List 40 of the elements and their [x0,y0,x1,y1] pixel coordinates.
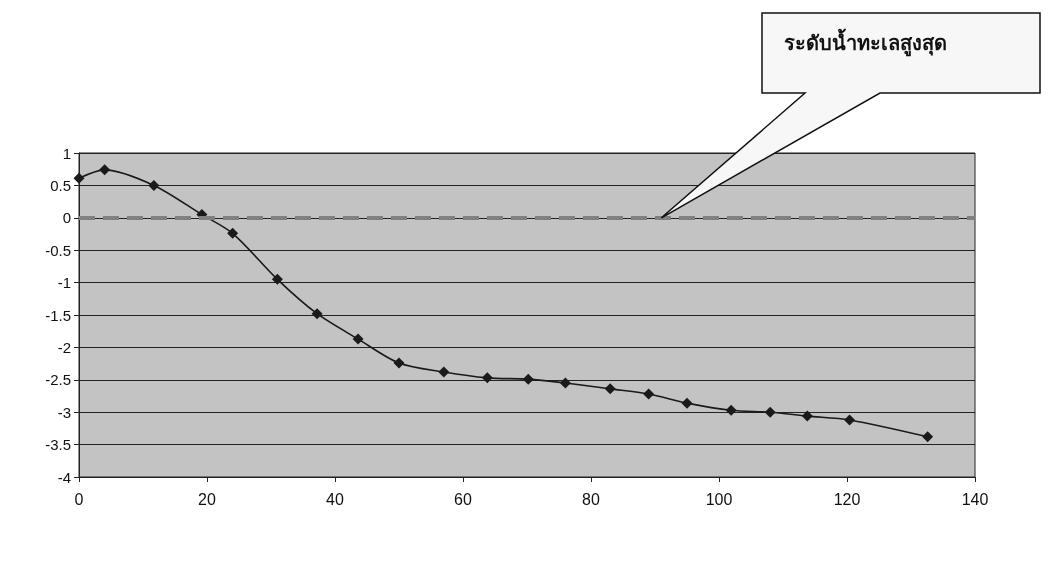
x-tick-label: 0 [74,490,84,508]
y-tick-label: -2.5 [45,371,71,389]
point [522,373,534,385]
x-tick-label: 40 [326,490,344,508]
x-tick-label: 120 [833,490,861,508]
y-tick-label: -1.5 [45,306,71,324]
x-tick-label: 60 [454,490,472,508]
x-tick-label: 20 [198,490,216,508]
point [148,179,160,191]
point [725,404,737,416]
y-tick-label: -0.5 [45,241,71,259]
y-tick-label: 1 [62,144,71,162]
point [481,372,493,384]
point [681,397,693,409]
x-tick-label: 80 [582,490,600,508]
x-tick-label: 140 [961,490,989,508]
y-tick-label: -4 [57,468,71,486]
point [559,377,571,389]
text: ระดับน้ำทะเลสูงสุด [784,28,947,57]
y-tick-label: -2 [57,338,71,356]
point [271,273,283,285]
point [73,172,85,184]
point [801,410,813,422]
y-tick-label: -1 [57,274,71,292]
y-tick-label: -3.5 [45,436,71,454]
y-tick-label: 0 [62,209,71,227]
point [352,333,364,345]
point [844,414,856,426]
point [604,383,616,395]
y-tick-label: 0.5 [50,176,71,194]
point [311,308,323,320]
y-tick-label: -3 [57,403,71,421]
point [438,366,450,378]
point [99,164,111,176]
point [922,431,934,443]
point [227,227,239,239]
x-tick-label: 100 [705,490,733,508]
point [764,406,776,418]
point [643,388,655,400]
point [393,357,405,369]
